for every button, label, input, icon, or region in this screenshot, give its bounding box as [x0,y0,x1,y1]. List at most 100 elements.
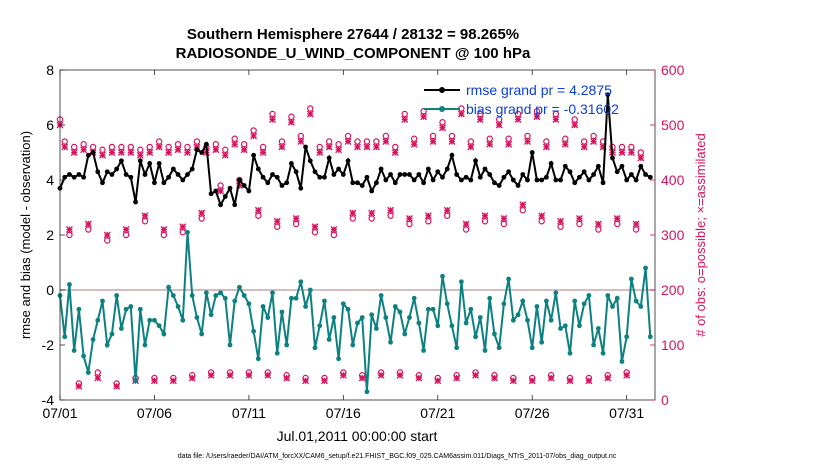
bias-point [444,301,450,307]
rmse-point [454,172,460,177]
bias-point [482,348,488,353]
rmse-point [482,166,488,172]
bias-point [95,317,101,323]
rmse-point [525,177,530,183]
obs-assimilated-marker [179,223,187,231]
obs-assimilated-marker [462,220,470,228]
rmse-point [496,183,502,188]
bias-point [496,345,502,351]
x-tick-label: 07/11 [232,405,266,421]
obs-assimilated-marker [278,143,286,151]
bias-point [307,287,313,293]
rmse-point [67,172,72,177]
rmse-point [322,174,327,180]
rmse-point [147,161,153,166]
rmse-point [307,158,313,164]
bias-point [591,342,597,348]
rmse-point [312,169,318,175]
rmse-point [85,152,91,158]
obs-assimilated-marker [604,374,612,382]
bias-point [628,276,634,282]
obs-assimilated-marker [580,143,588,151]
obs-assimilated-marker [354,143,361,151]
bias-point [378,293,384,298]
rmse-point [161,180,167,186]
rmse-point [355,180,360,186]
x-tick-label: 07/16 [326,405,361,421]
obs-assimilated-marker [254,206,262,214]
obs-assimilated-marker [141,212,149,220]
bias-point [241,293,247,298]
bias-point [170,293,176,298]
obs-assimilated-marker [160,226,168,233]
y-tick-label-left: -4 [42,392,55,408]
obs-assimilated-marker [368,209,376,217]
rmse-point [515,183,521,188]
rmse-point [189,166,195,172]
bias-point [246,301,252,307]
rmse-point [274,174,280,180]
bias-point [208,312,214,318]
bias-point [369,312,375,318]
bias-point [166,284,172,290]
rmse-point [425,166,431,172]
bias-point [185,229,190,235]
obs-assimilated-marker [217,187,225,195]
bias-point [435,323,441,329]
rmse-point [232,202,238,208]
bias-point [586,293,592,298]
rmse-point [458,177,464,183]
bias-point [359,315,365,320]
obs-assimilated-marker [627,149,635,156]
bias-point [100,298,105,304]
rmse-point [279,183,285,188]
bias-point [331,315,337,320]
obs-assimilated-marker [594,220,602,228]
rmse-point [156,161,162,166]
rmse-point [506,169,512,175]
bias-point [463,320,469,326]
bias-point [529,345,535,351]
bias-point [449,323,455,329]
obs-assimilated-marker [127,149,135,156]
bias-point [397,309,403,315]
rmse-point [619,163,625,169]
obs-assimilated-marker [623,371,631,379]
bias-point [255,356,261,362]
obs-assimilated-marker [325,143,333,151]
obs-assimilated-marker [363,143,371,151]
bias-point [67,282,72,287]
legend: rmse grand pr = 4.2875 bias grand pr = -… [424,82,619,117]
obs-assimilated-marker [415,374,423,382]
rmse-point [610,155,615,161]
rmse-point [638,163,644,169]
obs-assimilated-marker [226,371,234,379]
rmse-point [463,174,469,180]
rmse-point [128,174,134,180]
obs-assimilated-marker [231,140,239,148]
bias-point [298,279,304,285]
rmse-point [543,174,549,180]
bias-point [421,348,427,353]
rmse-point [591,172,597,177]
obs-assimilated-marker [75,382,83,390]
legend-rmse-label: rmse grand pr = 4.2875 [466,82,612,98]
bias-point [203,290,209,296]
bias-point [425,306,431,312]
obs-assimilated-marker [590,138,598,145]
obs-assimilated-marker [613,215,621,222]
obs-assimilated-marker [424,212,432,220]
y-tick-label-right: 0 [661,392,669,408]
obs-assimilated-marker [524,138,531,145]
obs-assimilated-marker [184,149,191,156]
rmse-point [407,172,412,177]
bias-point [147,317,153,323]
rmse-point [567,169,573,175]
rmse-point [336,166,342,172]
bias-point [515,312,521,318]
obs-assimilated-marker [174,146,182,154]
chart-title-line2: RADIOSONDE_U_WIND_COMPONENT @ 100 hPa [176,45,531,62]
bias-point [161,331,167,337]
rmse-point [95,169,101,175]
bias-point [312,345,318,351]
